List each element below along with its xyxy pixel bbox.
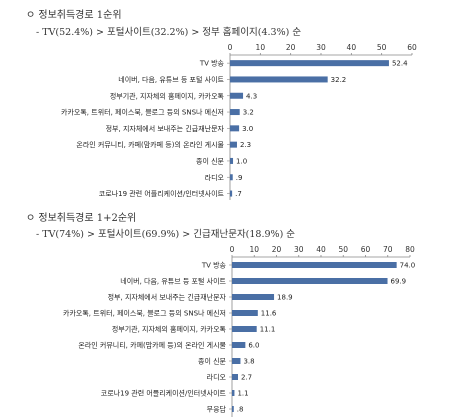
bar [230, 76, 328, 83]
category-label: 네이버, 다음, 유튜브 등 포털 사이트 [120, 277, 226, 286]
category-label: 무응답 [207, 405, 227, 414]
data-label: 3.8 [243, 358, 254, 366]
data-label: 6.0 [248, 342, 259, 350]
chart-1: 0 10 20 30 40 50 60 TV 방송 52.4 네이버, 다음, 유튜브 등 포털 … [61, 43, 417, 200]
bar [230, 174, 233, 181]
bar [232, 262, 397, 268]
category-label: TV 방송 [199, 59, 225, 68]
bar [230, 125, 240, 132]
bar [232, 310, 258, 316]
data-label: 2.7 [241, 374, 252, 382]
data-label: 1.1 [237, 390, 248, 398]
x-tick-label: 20 [286, 43, 296, 52]
bar [232, 342, 246, 348]
data-label: .7 [235, 190, 242, 198]
x-tick-label: 20 [272, 245, 282, 254]
section-2-summary: - TV(74%) > 포털사이트(69.9%) > 긴급재난문자(18.9%)… [36, 229, 296, 240]
data-label: .9 [236, 174, 243, 182]
data-label: 11.1 [260, 326, 276, 334]
section-1-summary: - TV(52.4%) > 포털사이트(32.2%) > 정부 홈페이지(4.3… [36, 27, 302, 38]
bar [230, 60, 389, 67]
category-label: 카카오톡, 트위터, 페이스북, 블로그 등의 SNS나 메신저 [61, 108, 224, 117]
data-label: 18.9 [277, 294, 293, 302]
section-2-title: ㅇ 정보취득경로 1+2순위 [26, 213, 137, 224]
data-label: 3.0 [242, 125, 253, 133]
bar [230, 157, 234, 164]
category-label: 네이버, 다음, 유튜브 등 포털 사이트 [118, 75, 224, 84]
category-label: 라디오 [205, 173, 225, 182]
x-tick-label: 40 [347, 43, 357, 52]
x-tick-label: 50 [338, 245, 348, 254]
category-label: 온라인 커뮤니티, 카페(맘카페 등)의 온라인 게시물 [78, 341, 226, 350]
data-label: 69.9 [391, 278, 407, 286]
category-label: 종이 신문 [198, 357, 227, 366]
x-tick-label: 70 [383, 245, 393, 254]
category-label: TV 방송 [201, 261, 227, 270]
x-tick-label: 10 [256, 43, 266, 52]
chart-2: 0 10 20 30 40 50 60 70 80 TV 방송 74.0 네이버, 다음, 유튜브 등… [63, 245, 416, 417]
x-tick-label: 10 [249, 245, 259, 254]
bar [232, 278, 388, 284]
data-label: 74.0 [400, 262, 416, 270]
category-label: 카카오톡, 트위터, 페이스북, 블로그 등의 SNS나 메신저 [63, 309, 226, 318]
category-label: 코로나19 관련 어플리케이션/인터넷사이트 [101, 389, 227, 398]
bar [230, 109, 240, 116]
data-label: .8 [237, 406, 244, 414]
category-label: 코로나19 관련 어플리케이션/인터넷사이트 [99, 189, 225, 198]
bar [232, 294, 275, 300]
bar [232, 406, 234, 412]
x-tick-label: 0 [230, 245, 235, 254]
data-label: 2.3 [240, 141, 251, 149]
x-tick-label: 30 [316, 43, 326, 52]
x-tick-label: 30 [294, 245, 304, 254]
category-label: 정부기관, 지자체의 홈페이지, 카카오톡 [110, 91, 225, 100]
bar [230, 190, 233, 197]
section-1-title: ㅇ 정보취득경로 1순위 [26, 10, 122, 21]
bar [232, 374, 239, 380]
category-label: 라디오 [207, 373, 227, 382]
data-label: 52.4 [392, 60, 408, 68]
bar [230, 92, 244, 99]
category-label: 정부기관, 지자체의 홈페이지, 카카오톡 [112, 325, 227, 334]
bar [232, 358, 241, 364]
data-label: 32.2 [331, 76, 347, 84]
x-tick-label: 60 [361, 245, 371, 254]
bar [230, 141, 237, 148]
bar [232, 326, 257, 332]
category-label: 종이 신문 [196, 156, 225, 165]
data-label: 3.2 [243, 109, 254, 117]
category-label: 온라인 커뮤니티, 카페(맘카페 등)의 온라인 게시물 [76, 140, 224, 149]
bar [232, 390, 235, 396]
x-tick-label: 50 [377, 43, 387, 52]
category-label: 정부, 지자체에서 보내주는 긴급재난문자 [106, 124, 225, 133]
x-tick-label: 60 [407, 43, 417, 52]
x-tick-label: 40 [316, 245, 326, 254]
data-label: 11.6 [261, 310, 277, 318]
category-label: 정부, 지자체에서 보내주는 긴급재난문자 [108, 293, 227, 302]
data-label: 4.3 [246, 92, 257, 100]
x-tick-label: 80 [405, 245, 415, 254]
x-tick-label: 0 [228, 43, 233, 52]
data-label: 1.0 [236, 157, 247, 165]
